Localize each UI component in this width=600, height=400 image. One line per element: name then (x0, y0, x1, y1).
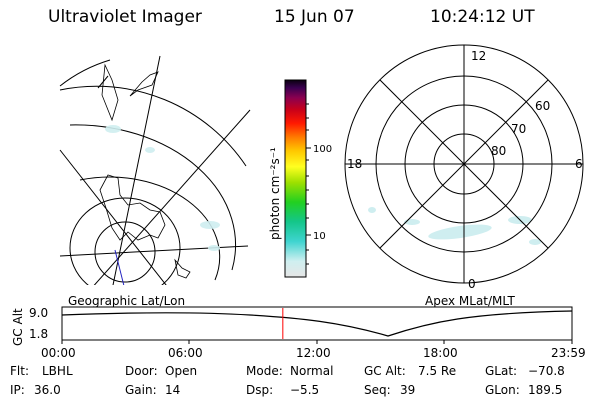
filter-value: LBHL (42, 364, 73, 378)
lat-ellipse-2 (94, 221, 156, 283)
timeline-xtick-2359: 23:59 (551, 346, 586, 360)
timeline-xtick-1800: 18:00 (423, 346, 458, 360)
terminator-line (114, 249, 125, 285)
door-value: Open (165, 364, 198, 378)
lat-arc-1 (59, 85, 247, 167)
timeline-ylabel: GC Alt (11, 308, 25, 346)
gain-label: Gain: (125, 383, 157, 397)
mode-label: Mode: (246, 364, 283, 378)
dsp-value: −5.5 (290, 383, 320, 397)
lat-arc-outer (59, 59, 111, 87)
ip-value: 36.0 (34, 383, 61, 397)
coastline-c (99, 174, 166, 241)
glon-label: GLon: (485, 383, 520, 397)
timeline-frame (61, 306, 573, 341)
left-emission-patches (105, 125, 220, 251)
timeline-xtick-0000: 00:00 (41, 346, 76, 360)
mlt-label-0: 0 (468, 277, 476, 291)
colorbar-unit-label: photon cm⁻²s⁻¹ (268, 147, 282, 240)
mlat-label-80: 80 (491, 144, 506, 158)
coast-tick (97, 75, 109, 89)
timeline-ytick-high: 9.0 (29, 306, 49, 320)
gain-value: 14 (165, 383, 181, 397)
lon-line-3 (112, 55, 161, 285)
right-panel-label: Apex MLat/MLT (425, 294, 515, 308)
timeline-xtick-1200: 12:00 (296, 346, 331, 360)
timeline-ytick-low: 1.8 (29, 327, 49, 341)
seq-label: Seq: (364, 383, 391, 397)
instrument-title: Ultraviolet Imager (48, 7, 202, 27)
timeline-xtick-0600: 06:00 (168, 346, 203, 360)
lon-line-4 (59, 149, 167, 285)
gc-altitude-curve (61, 310, 573, 337)
mlt-label-12: 12 (471, 49, 486, 63)
colorbar-ticks (306, 103, 311, 265)
lat-arc-3 (79, 176, 221, 281)
filter-label: Flt: (10, 364, 29, 378)
timeline-ticks (61, 340, 573, 344)
polar-emission-patches (368, 207, 541, 245)
colorbar (284, 79, 307, 278)
coastline-b (101, 63, 119, 122)
time-label: 10:24:12 UT (430, 7, 535, 27)
gc-alt-label: GC Alt: (364, 364, 406, 378)
mlat-label-60: 60 (535, 99, 550, 113)
lat-ellipse-1 (69, 197, 181, 285)
polar-grid (344, 44, 584, 284)
glat-value: −70.8 (528, 364, 565, 378)
coastline-a (129, 71, 159, 97)
colorbar-tick-100: 100 (313, 144, 332, 155)
coastline-d (174, 258, 191, 279)
door-label: Door: (125, 364, 158, 378)
lon-line-2 (93, 109, 251, 285)
mode-value: Normal (290, 364, 334, 378)
date-label: 15 Jun 07 (274, 7, 355, 27)
seq-value: 39 (400, 383, 416, 397)
mlat-label-70: 70 (511, 122, 526, 136)
mlt-label-6: 6 (575, 157, 583, 171)
glon-value: 189.5 (528, 383, 563, 397)
colorbar-tick-10: 10 (313, 231, 326, 242)
left-panel-label: Geographic Lat/Lon (68, 294, 186, 308)
dsp-label: Dsp: (246, 383, 274, 397)
geographic-map (59, 55, 251, 285)
ip-label: IP: (10, 383, 25, 397)
gc-alt-value: 7.5 Re (418, 364, 457, 378)
glat-label: GLat: (485, 364, 518, 378)
mlt-label-18: 18 (347, 157, 362, 171)
